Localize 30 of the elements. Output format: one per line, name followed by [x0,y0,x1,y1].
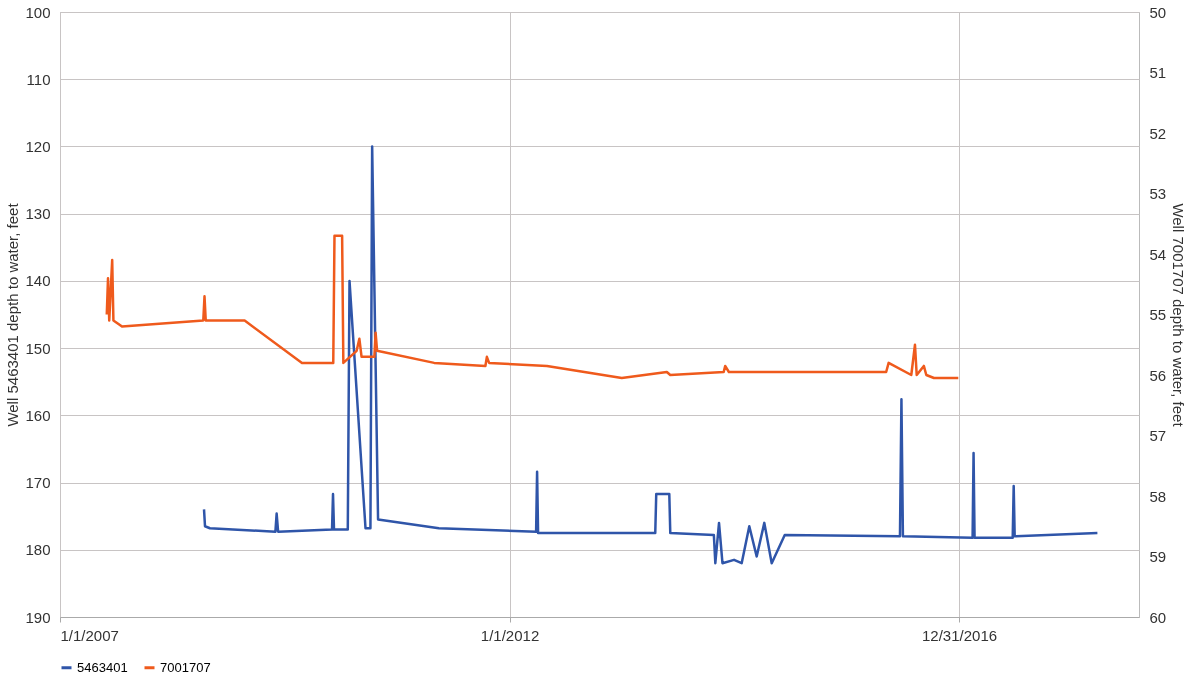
y2-tick-label: 52 [1149,124,1167,142]
y-tick-label: 160 [25,406,51,424]
y-tick-label: 110 [26,70,51,88]
x-tick-label: 1/1/2012 [480,626,540,644]
line-series [202,145,1099,565]
y2-tick-label: 54 [1149,245,1167,263]
y2-tick-label: 59 [1149,548,1167,565]
y-tick-label: 120 [25,137,51,155]
y-tick-label: 140 [25,272,51,290]
y-tick-label: 130 [25,205,51,223]
y2-tick-label: 50 [1149,3,1167,21]
y2-tick-label: 51 [1149,64,1167,81]
x-tick-label: 1/1/2007 [60,626,119,644]
y-tick-label: 180 [25,541,51,559]
line-series [105,234,960,380]
y2-tick-label: 55 [1149,306,1167,323]
y2-axis-title: Well 7001707 depth to water, feet [1170,203,1188,428]
y-tick-label: 170 [25,474,51,492]
y2-tick-label: 58 [1149,487,1167,505]
y2-tick-label: 57 [1149,427,1167,444]
y-tick-label: 150 [25,339,51,357]
y-axis-title: Well 5463401 depth to water, feet [4,202,22,427]
legend-label: 7001707 [160,659,211,675]
y-tick-label: 100 [25,3,51,21]
x-tick-label: 12/31/2016 [922,626,998,644]
y-tick-label: 190 [25,608,51,626]
y2-tick-label: 60 [1149,608,1167,626]
y2-tick-label: 53 [1149,185,1167,202]
y2-tick-label: 56 [1149,366,1167,384]
legend-label: 5463401 [77,659,128,675]
